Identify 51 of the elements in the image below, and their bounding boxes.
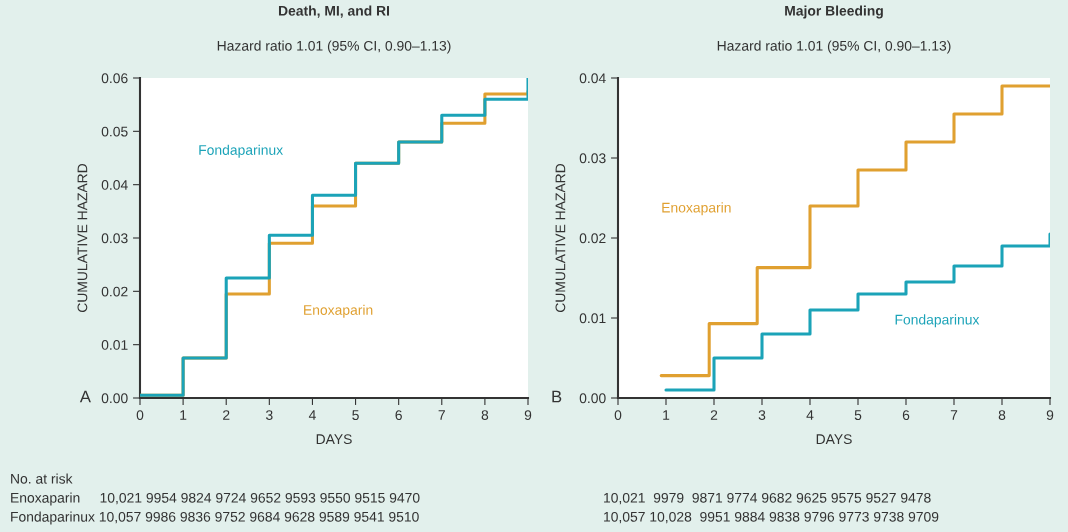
text: A [79, 390, 91, 403]
x-tick-label: 1 [180, 410, 187, 420]
text: B [552, 390, 562, 403]
x-tick-label: 3 [758, 410, 766, 421]
x-tick-label: 6 [395, 410, 402, 421]
text: Enoxaparin 10,021 9954 9824 9724 9652 9593 9550 9515 9470 [11, 492, 420, 506]
y-tick-label: 0.00 [101, 393, 128, 404]
y-tick-label: 0.03 [579, 153, 606, 164]
x-tick-label: 5 [854, 410, 862, 421]
chart-title: Death, MI, and RI [278, 5, 390, 18]
x-tick-label: 7 [950, 410, 958, 420]
text: Enoxaparin [662, 202, 731, 216]
y-tick-label: 0.02 [101, 286, 128, 297]
chart-subtitle: Hazard ratio 1.01 (95% CI, 0.90–1.13) [717, 40, 951, 54]
y-tick-label: 0.02 [579, 233, 606, 244]
x-tick-label: 7 [438, 410, 445, 420]
x-tick-label: 5 [352, 410, 359, 421]
x-tick-label: 6 [902, 410, 910, 421]
y-tick-label: 0.03 [101, 233, 128, 244]
x-tick-label: 0 [136, 410, 144, 421]
y-tick-label: 0.01 [579, 313, 606, 324]
x-axis-title: DAYS [316, 434, 352, 445]
y-axis-title: CUMULATIVE HAZARD [77, 163, 88, 313]
series-label: Fondaparinux [895, 314, 980, 328]
text: 10,021 9979 9871 9774 9682 9625 9575 9527 9478 [604, 492, 931, 505]
text: Fondaparinux [199, 144, 283, 158]
x-axis-title: DAYS [816, 434, 852, 445]
x-tick-label: 3 [266, 410, 273, 421]
text: Fondaparinux 10,057 9986 9836 9752 9684 9628 9589 9541 9510 [11, 511, 419, 525]
x-tick-label: 9 [1046, 410, 1054, 421]
y-tick-label: 0.00 [579, 393, 606, 404]
y-axis-title: CUMULATIVE HAZARD [555, 163, 566, 313]
x-tick-label: 8 [998, 410, 1006, 421]
y-tick-label: 0.04 [579, 73, 606, 84]
x-tick-label: 2 [223, 410, 230, 420]
x-tick-label: 8 [481, 410, 489, 421]
x-tick-label: 4 [806, 410, 814, 420]
chart-title: Major Bleeding [785, 5, 883, 19]
y-tick-label: 0.06 [101, 73, 128, 84]
text: Enoxaparin [304, 304, 373, 318]
x-tick-label: 9 [524, 410, 532, 421]
text: No. at risk [11, 473, 73, 484]
y-tick-label: 0.01 [101, 340, 128, 350]
chart-subtitle: Hazard ratio 1.01 (95% CI, 0.90–1.13) [217, 40, 451, 54]
x-tick-label: 4 [308, 410, 316, 420]
x-tick-label: 2 [710, 410, 718, 420]
y-tick-label: 0.05 [101, 126, 128, 137]
y-tick-label: 0.04 [101, 180, 128, 190]
x-tick-label: 1 [663, 410, 670, 420]
text: 10,057 10,028 9951 9884 9838 9796 9773 9738 9709 [604, 511, 939, 524]
x-tick-label: 0 [614, 410, 622, 421]
